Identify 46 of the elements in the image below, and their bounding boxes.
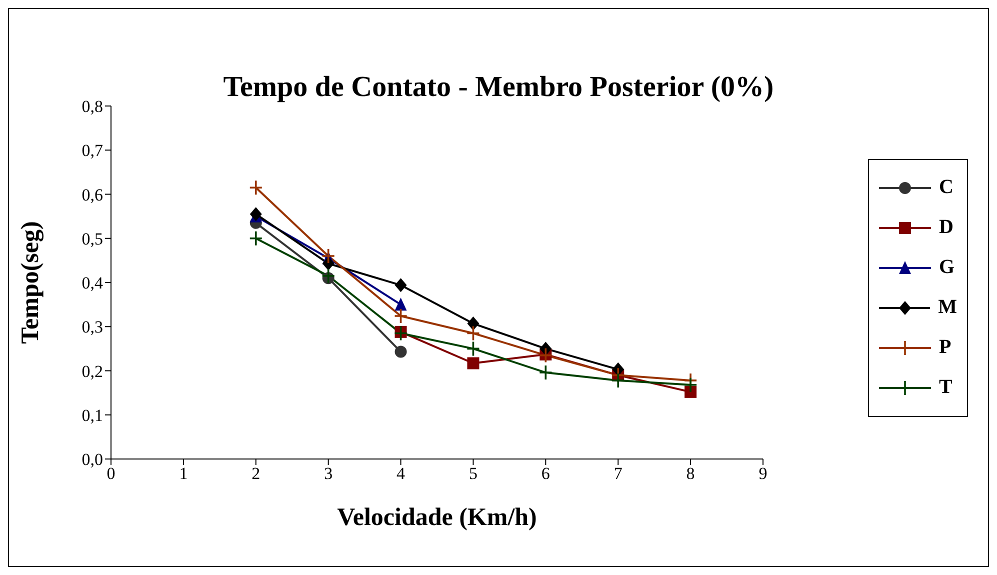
point	[248, 180, 263, 196]
x-tick-label: 5	[468, 464, 478, 484]
point	[467, 357, 480, 370]
x-tick-label: 2	[252, 464, 260, 484]
legend-label: T	[939, 376, 952, 399]
legend-label: P	[939, 336, 952, 359]
point	[611, 372, 626, 388]
x-axis-title: Velocidade (Km/h)	[337, 504, 537, 531]
y-tick-label: 0,7	[82, 141, 104, 160]
legend-label: G	[939, 256, 955, 279]
x-tick-label: 0	[106, 464, 116, 484]
point	[466, 340, 480, 357]
point	[321, 248, 336, 264]
point	[466, 325, 480, 342]
point	[394, 346, 407, 358]
x-tick-label: 1	[179, 464, 188, 484]
x-tick-label: 4	[396, 464, 406, 484]
y-tick-label: 0,6	[82, 185, 103, 204]
point	[394, 298, 407, 311]
x-tick-label: 7	[614, 464, 623, 484]
x-tick-label: 6	[541, 464, 550, 484]
y-tick-label: 0,5	[82, 229, 103, 248]
y-tick-label: 0,0	[82, 450, 103, 470]
point	[394, 278, 407, 292]
y-tick-label: 0,8	[82, 97, 103, 116]
legend-label: D	[939, 216, 954, 239]
y-tick-label: 0,2	[82, 362, 103, 381]
point	[394, 325, 408, 342]
point	[538, 364, 553, 380]
point	[684, 376, 698, 393]
point	[684, 386, 697, 398]
x-tick-label: 8	[686, 464, 695, 484]
y-axis-title: Tempo(seg)	[16, 221, 44, 344]
legend-label: C	[939, 176, 954, 199]
y-tick-label: 0,4	[82, 274, 104, 293]
point	[538, 347, 553, 364]
y-tick-label: 0,1	[82, 406, 103, 425]
point	[394, 308, 408, 324]
point	[467, 316, 480, 331]
legend-label: M	[938, 296, 957, 319]
point	[248, 230, 263, 246]
x-tick-label: 3	[324, 464, 333, 484]
point	[321, 268, 336, 284]
x-tick-label: 9	[758, 464, 768, 484]
chart-title: Tempo de Contato - Membro Posterior (0%)	[223, 71, 774, 103]
y-tick-label: 0,3	[82, 318, 103, 337]
